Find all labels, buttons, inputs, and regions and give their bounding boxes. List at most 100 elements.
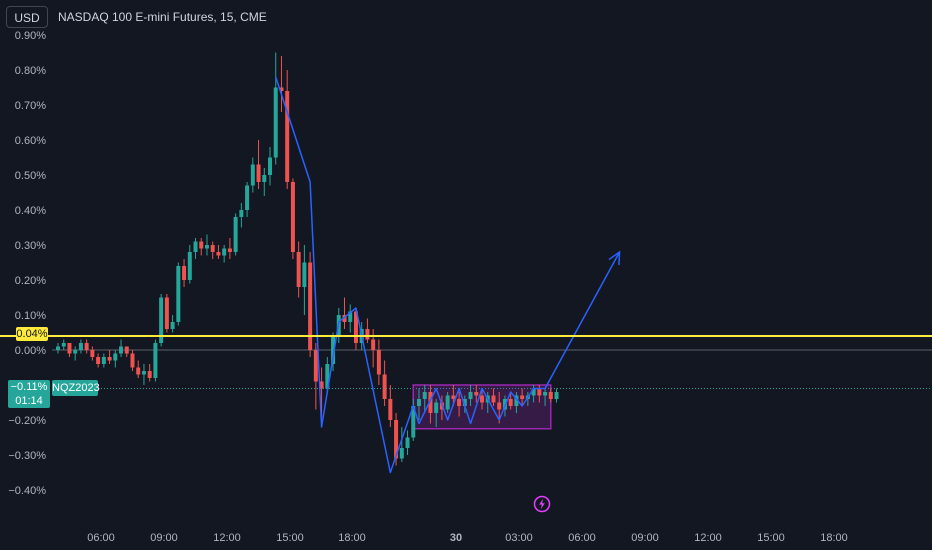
candle-body — [491, 395, 496, 403]
candle-body — [554, 392, 559, 399]
candle-body — [399, 448, 404, 459]
candle-body — [78, 343, 83, 350]
candle-body — [537, 388, 542, 396]
candle-body — [170, 322, 175, 329]
y-tick-label: 0.70% — [15, 100, 46, 112]
candle-body — [457, 399, 462, 406]
y-tick-label: 0.40% — [15, 205, 46, 217]
candle-body — [296, 252, 301, 287]
x-tick-label: 18:00 — [338, 532, 366, 544]
y-tick-label: −0.20% — [8, 415, 46, 427]
candle-body — [279, 87, 284, 91]
candle-body — [250, 164, 255, 186]
candle-body — [543, 392, 548, 396]
x-tick-label: 15:00 — [757, 532, 785, 544]
x-tick-label: 09:00 — [631, 532, 659, 544]
projection-arrow-head — [608, 250, 621, 266]
candle-body — [508, 399, 513, 406]
candle-body — [376, 350, 381, 375]
lightning-circle-icon[interactable] — [533, 495, 551, 513]
candle-body — [113, 353, 118, 361]
y-tick-label: −0.40% — [8, 485, 46, 497]
y-tick-label: 0.90% — [15, 30, 46, 42]
candle-body — [290, 182, 295, 252]
candle-body — [61, 343, 66, 347]
x-tick-label: 03:00 — [505, 532, 533, 544]
candle-body — [107, 357, 112, 361]
y-tick-label: 0.80% — [15, 65, 46, 77]
candle-body — [313, 350, 318, 382]
candle-body — [233, 217, 238, 252]
candle-body — [164, 297, 169, 329]
y-tick-label: −0.30% — [8, 450, 46, 462]
candle-body — [84, 343, 89, 350]
candle-body — [394, 420, 399, 459]
candle-body — [520, 395, 525, 399]
candle-body — [273, 87, 278, 158]
x-tick-label: 06:00 — [87, 532, 115, 544]
candle-body — [193, 241, 198, 252]
candle-body — [199, 241, 204, 249]
x-tick-label: 12:00 — [694, 532, 722, 544]
candle-body — [371, 339, 376, 350]
candle-body — [348, 311, 353, 322]
candle-body — [411, 406, 416, 438]
candle-body — [451, 395, 456, 399]
candle-body — [210, 245, 215, 252]
x-tick-label: 18:00 — [820, 532, 848, 544]
candle-body — [445, 395, 450, 410]
last-change-badge: −0.11% — [8, 380, 50, 394]
candle-body — [285, 91, 290, 182]
candle-body — [531, 388, 536, 396]
candle-body — [147, 371, 152, 378]
y-tick-label: 0.00% — [15, 345, 46, 357]
y-tick-label: 0.30% — [15, 240, 46, 252]
candle-body — [514, 395, 519, 406]
candle-body — [130, 353, 135, 368]
candle-body — [480, 395, 485, 403]
candle-body — [176, 266, 181, 322]
candle-body — [416, 399, 421, 406]
y-tick-label: 0.10% — [15, 310, 46, 322]
candle-body — [342, 315, 347, 322]
candle-body — [239, 210, 244, 217]
hline-price-badge: 0.04% — [16, 327, 48, 341]
projection-arrow — [544, 251, 621, 389]
candle-body — [474, 392, 479, 396]
y-tick-label: 0.50% — [15, 170, 46, 182]
currency-button[interactable]: USD — [6, 6, 48, 28]
candle-body — [365, 329, 370, 340]
candle-body — [222, 248, 227, 256]
candle-body — [262, 175, 267, 182]
candle-body — [382, 374, 387, 399]
candle-body — [245, 185, 250, 210]
contract-badge: NQZ2023 — [52, 380, 100, 396]
candle-body — [96, 357, 101, 364]
candle-body — [187, 252, 192, 280]
candle-body — [67, 343, 72, 354]
candle-body — [468, 392, 473, 399]
candle-body — [434, 402, 439, 413]
countdown-badge: 01:14 — [8, 394, 50, 408]
candle-body — [56, 346, 60, 350]
candle-body — [462, 399, 467, 406]
candle-body — [256, 164, 261, 182]
candle-body — [182, 266, 187, 280]
candle-body — [204, 245, 209, 249]
candle-body — [90, 350, 95, 357]
candle-body — [227, 248, 232, 252]
zigzag-pattern — [275, 76, 546, 474]
candle-body — [353, 311, 358, 343]
candle-body — [141, 371, 146, 375]
candle-body — [101, 357, 106, 364]
x-tick-label: 30 — [450, 532, 462, 544]
candle-body — [422, 392, 427, 399]
candle-body — [331, 336, 336, 364]
candle-body — [159, 297, 164, 343]
candle-body — [497, 402, 502, 410]
x-tick-label: 12:00 — [213, 532, 241, 544]
candle-body — [153, 343, 158, 378]
candle-body — [302, 262, 307, 287]
